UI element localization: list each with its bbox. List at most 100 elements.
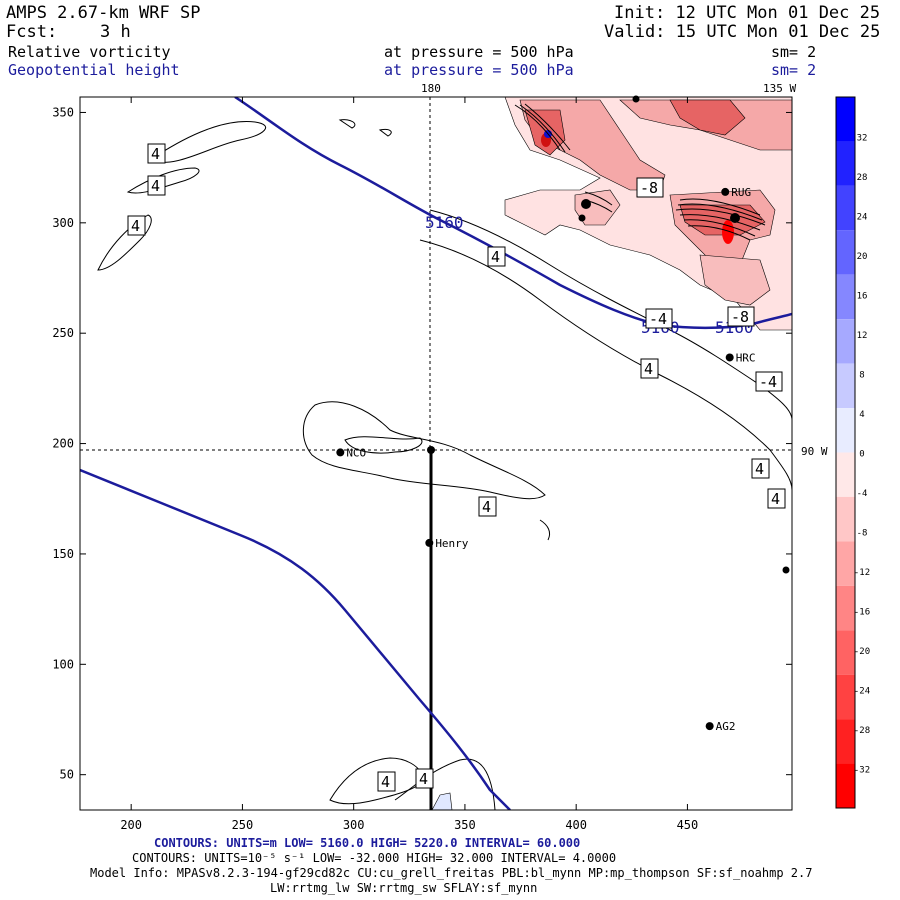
svg-text:-4: -4 [649,310,667,328]
colorbar-segment [836,496,855,542]
meridian-180-label: 180 [421,82,441,95]
station-dot [730,213,740,223]
plot-frame [79,96,793,811]
vorticity-region-neg-mid-4 [699,254,771,306]
y-tick-label: 300 [52,216,74,230]
station-marker [721,187,730,196]
svg-text:4: 4 [419,770,428,788]
colorbar-segment [836,719,855,764]
colorbar-tick-label: 32 [857,134,868,144]
field2-name: Geopotential height [8,61,180,79]
vorticity-peak-neg-1 [722,220,734,244]
colorbar-unit: 10⁻⁵ s⁻¹ [857,94,900,104]
colorbar-segment [836,585,855,631]
colorbar-tick-label: -20 [854,647,870,657]
vorticity-label-4-i: 4 [377,771,396,792]
colorbar-segment [836,274,855,320]
colorbar-segment [836,141,855,186]
colorbar-tick-label: 0 [859,450,864,460]
y-axis: 50 100 150 200 250 300 350 [52,105,792,782]
field1-name: Relative vorticity [8,43,171,61]
vorticity-label-4-b: 4 [147,175,166,196]
x-tick-label: 200 [120,818,142,832]
vorticity-label-4-f: 4 [751,458,770,479]
station-marker [336,448,345,457]
svg-text:4: 4 [644,360,653,378]
colorbar-segment [836,408,855,453]
x-tick-label: 400 [565,818,587,832]
vorticity-label-4-h: 4 [478,496,497,517]
colorbar: 32 28 24 20 16 12 8 4 0 -4 -8 -12 -16 -20 -24 -28 -32 [835,96,870,809]
colorbar-segment [836,630,855,675]
vorticity-region-neg-strong-1 [669,99,746,136]
colorbar-tick-label: 4 [859,410,864,420]
station-markers: NCO Henry HRC RUG AG2 [336,186,756,733]
svg-text:-4: -4 [759,373,777,391]
colorbar-segment [836,363,855,409]
colorbar-tick-label: -8 [857,529,868,539]
meridian-90w-label: 90 W [801,445,828,458]
footer-height-contours: CONTOURS: UNITS=m LOW= 5160.0 HIGH= 5220… [154,836,581,850]
station-marker [705,722,714,731]
svg-text:4: 4 [482,498,491,516]
y-tick-label: 150 [52,547,74,561]
colorbar-tick-label: -28 [854,726,870,736]
colorbar-segment [836,319,855,364]
height-label-5160-a: 5160 [425,213,464,232]
colorbar-tick-label: -24 [854,687,870,697]
unlabeled-station-dots [427,95,790,574]
colorbar-frame [835,96,856,809]
y-tick-label: 50 [60,768,74,782]
station-label: RUG [731,186,751,199]
station-label: HRC [736,351,756,364]
svg-text:4: 4 [771,490,780,508]
colorbar-segment [836,185,855,231]
x-tick-label: 250 [232,818,254,832]
x-tick-label: 350 [454,818,476,832]
colorbar-tick-label: -4 [857,489,868,499]
colorbar-segment [836,541,855,586]
svg-text:4: 4 [381,773,390,791]
station-dot [427,446,435,454]
forecast-value: 3 h [100,22,131,42]
svg-text:-8: -8 [640,179,658,197]
station-dot [782,566,790,574]
y-tick-label: 250 [52,326,74,340]
vorticity-region-neg-mid-5 [574,189,621,226]
vorticity-label-4-g: 4 [767,488,786,509]
svg-text:4: 4 [755,460,764,478]
height-contour-5160-south [80,468,511,810]
meridian-135w-label: 135 W [763,82,796,95]
colorbar-tick-label: 12 [857,331,868,341]
colorbar-tick-label: -32 [854,766,870,776]
station-dot [578,214,586,222]
y-tick-label: 350 [52,105,74,119]
colorbar-tick-label: 20 [857,252,868,262]
colorbar-segment [836,674,855,720]
colorbar-tick-label: 24 [857,213,868,223]
svg-text:4: 4 [151,145,160,163]
station-label: AG2 [716,720,736,733]
vorticity-label-minus4-a: -4 [645,308,673,329]
footer-vorticity-contours: CONTOURS: UNITS=10⁻⁵ s⁻¹ LOW= -32.000 HI… [132,851,617,865]
valid-time: Valid: 15 UTC Mon 01 Dec 25 [604,22,881,42]
model-title: AMPS 2.67-km WRF SP [6,3,201,23]
station-label: NCO [346,446,366,459]
station-marker [425,538,434,547]
colorbar-segment [836,452,855,497]
svg-text:4: 4 [491,248,500,266]
vorticity-label-4-e: 4 [640,358,659,379]
svg-text:-8: -8 [731,308,749,326]
station-label: Henry [435,537,468,550]
svg-text:4: 4 [151,177,160,195]
vorticity-label-minus8-b: -8 [727,306,755,327]
colorbar-tick-label: 16 [857,292,868,302]
field1-smoothing: sm= 2 [771,43,817,61]
y-tick-label: 200 [52,437,74,451]
colorbar-tick-label: 8 [859,371,864,381]
field2-smoothing: sm= 2 [771,61,817,79]
vorticity-label-4-c: 4 [127,215,146,236]
svg-text:4: 4 [131,217,140,235]
x-tick-label: 450 [677,818,699,832]
